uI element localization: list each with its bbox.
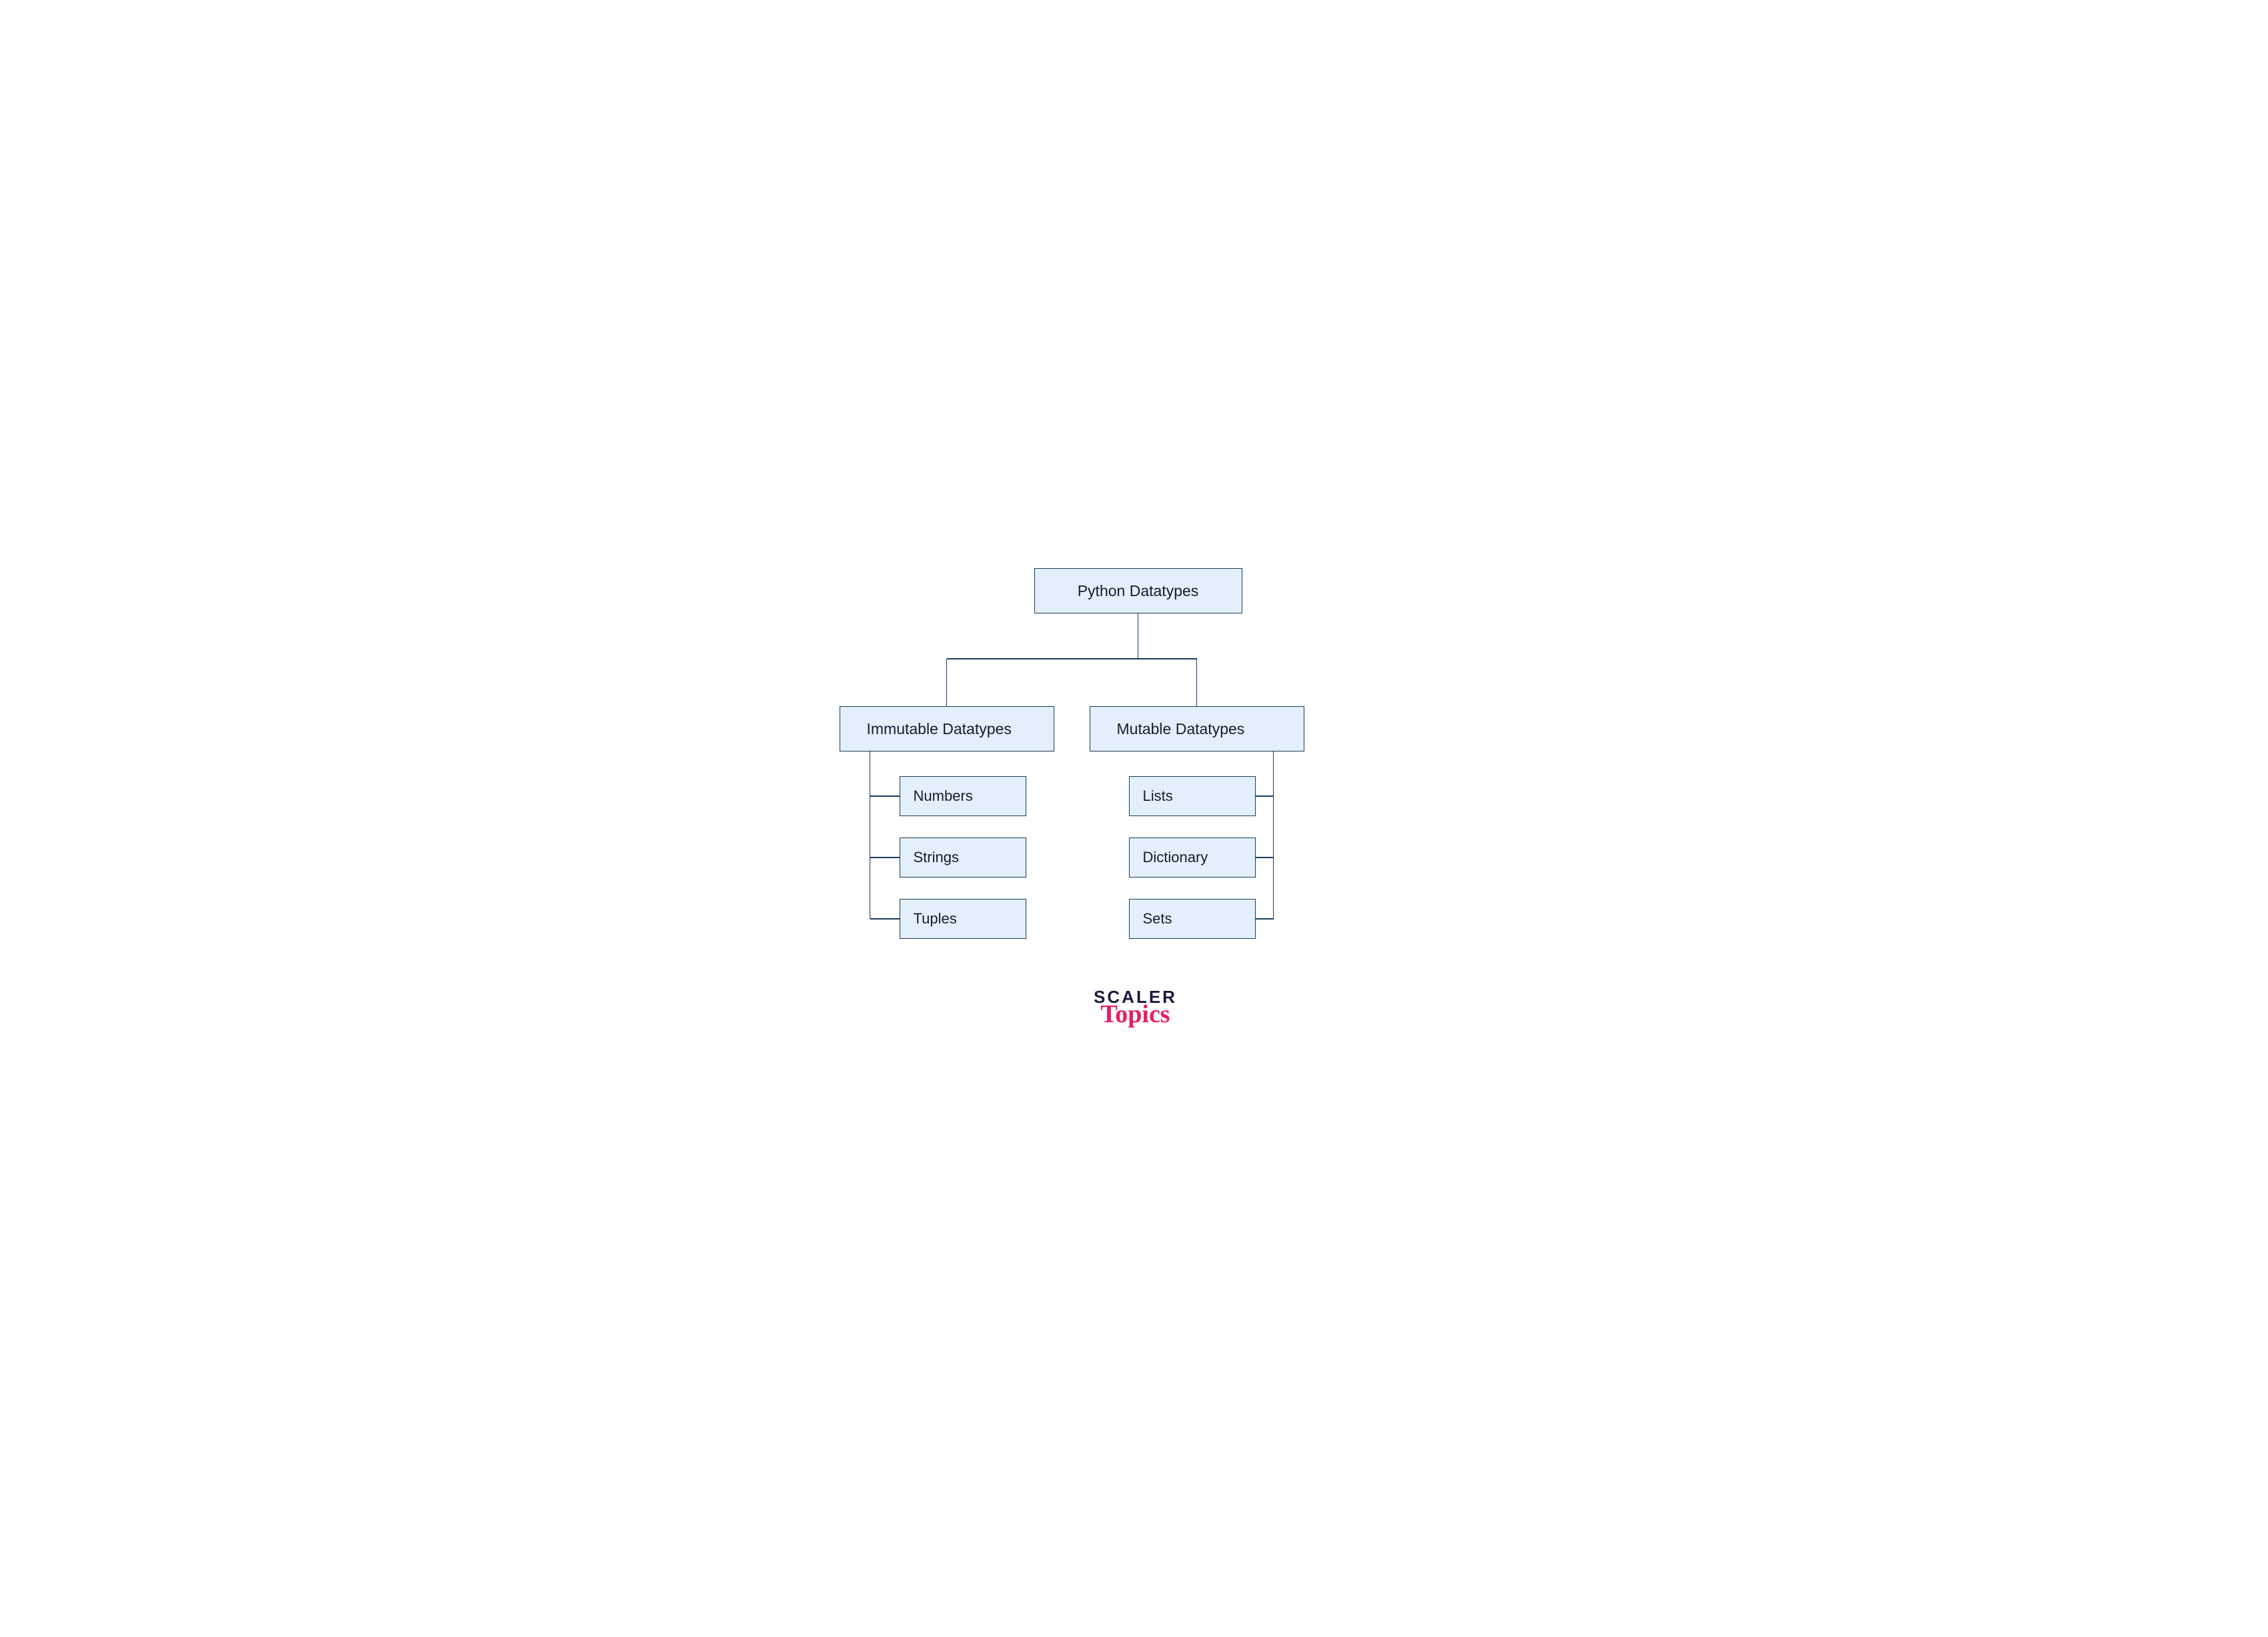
leaf-dictionary: Dictionary [1129,838,1256,878]
connector-line [870,857,900,858]
leaf-lists-label: Lists [1143,787,1173,805]
leaf-sets-label: Sets [1143,910,1172,928]
leaf-numbers: Numbers [900,776,1026,816]
connector-line [870,795,900,797]
leaf-dictionary-label: Dictionary [1143,849,1208,866]
branch-mutable-label: Mutable Datatypes [1117,720,1245,738]
leaf-tuples: Tuples [900,899,1026,939]
branch-immutable-label: Immutable Datatypes [867,720,1012,738]
diagram-canvas: Python Datatypes Immutable Datatypes Num… [721,520,1548,1117]
branch-mutable: Mutable Datatypes [1090,706,1304,751]
root-node: Python Datatypes [1034,568,1242,613]
connector-line [1138,613,1139,659]
scaler-topics-logo: SCALER Topics [1069,987,1202,1029]
branch-immutable: Immutable Datatypes [840,706,1054,751]
connector-line [1196,659,1198,706]
leaf-tuples-label: Tuples [914,910,957,928]
root-label: Python Datatypes [1078,582,1199,600]
connector-line [1256,918,1274,920]
leaf-lists: Lists [1129,776,1256,816]
connector-line [1256,795,1274,797]
connector-line [946,659,948,706]
connector-line [1273,751,1274,919]
connector-line [1256,857,1274,858]
leaf-strings-label: Strings [914,849,959,866]
connector-line [947,658,1197,659]
leaf-strings: Strings [900,838,1026,878]
leaf-numbers-label: Numbers [914,787,973,805]
logo-line2: Topics [1069,1000,1202,1029]
connector-line [870,751,871,919]
leaf-sets: Sets [1129,899,1256,939]
connector-line [870,918,900,920]
